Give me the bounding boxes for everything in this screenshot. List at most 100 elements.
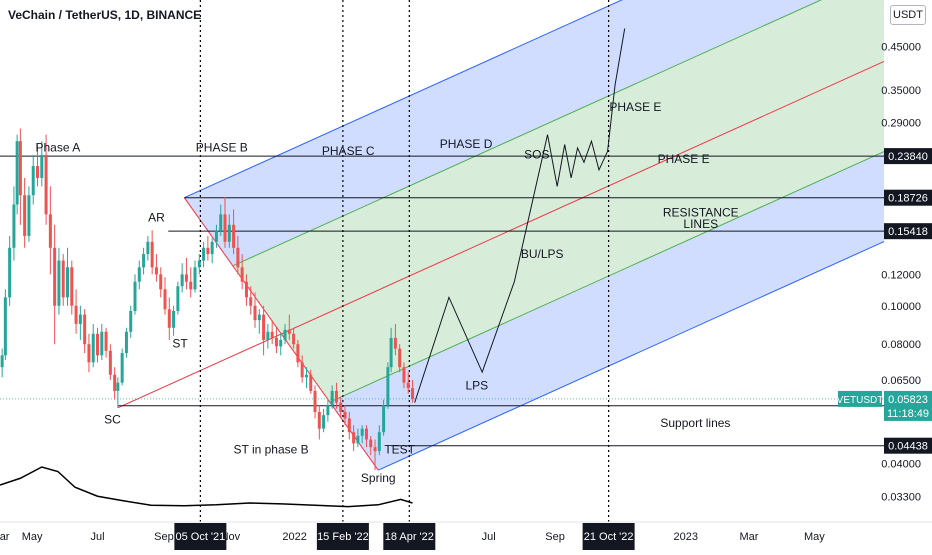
- candle-body: [100, 331, 104, 356]
- candle-body: [236, 247, 240, 268]
- median-line: [117, 61, 885, 409]
- channel-lower-inner-line: [329, 151, 885, 403]
- candle-body: [159, 274, 163, 290]
- x-tick-label: 2023: [674, 531, 698, 543]
- candle-body: [262, 314, 266, 340]
- candle-body: [116, 382, 120, 391]
- date-marker-badge: [383, 523, 436, 550]
- y-tick-label: 0.29000: [881, 117, 921, 129]
- annotation-label: PHASE B: [196, 140, 248, 154]
- candle-body: [44, 154, 48, 215]
- candle-body: [326, 405, 330, 416]
- candle-body: [57, 260, 61, 306]
- x-tick-label: Jul: [482, 531, 496, 543]
- candle-body: [219, 214, 223, 231]
- candle-body: [364, 428, 368, 440]
- time-axis[interactable]: MarMayJulSepNov2022JulSep2023MarMay05 Oc…: [0, 521, 932, 550]
- candle-body: [91, 333, 95, 363]
- currency-button[interactable]: USDT: [890, 5, 926, 25]
- y-tick-label: 0.45000: [881, 42, 921, 54]
- candle-body: [113, 374, 117, 391]
- candle-body: [70, 267, 74, 306]
- candle-body: [108, 350, 112, 375]
- date-marker-label: 05 Oct '21: [175, 531, 225, 543]
- projection-path: [414, 28, 626, 403]
- candle-body: [313, 390, 317, 412]
- countdown-label: 11:18:49: [887, 408, 929, 420]
- candle-body: [120, 353, 124, 383]
- candle-body: [373, 447, 377, 452]
- candle-body: [343, 411, 347, 419]
- candle-body: [210, 241, 214, 255]
- candle-body: [53, 247, 57, 306]
- y-tick-label: 0.04000: [881, 459, 921, 471]
- candle-body: [154, 267, 158, 275]
- candle-body: [257, 314, 261, 321]
- candle-body: [356, 435, 360, 444]
- candle-body: [36, 166, 40, 178]
- candle-body: [240, 267, 244, 282]
- projection-layer: [414, 28, 626, 403]
- candle-body: [129, 311, 133, 332]
- current-price-label: 0.05823: [888, 394, 928, 406]
- channel-upper-band: [184, 0, 821, 266]
- y-tick-label: 0.08000: [881, 339, 921, 351]
- candle-body: [8, 247, 12, 298]
- candle-body: [40, 154, 44, 178]
- x-tick-label: Sep: [545, 531, 565, 543]
- annotation-label: ST: [172, 336, 188, 350]
- candle-body: [253, 305, 257, 321]
- annotation-label: PHASE D: [440, 137, 493, 151]
- candle-body: [398, 348, 402, 368]
- channel-middle-band: [232, 0, 884, 403]
- annotation-label: Spring: [361, 471, 396, 485]
- annotation-label: SC: [104, 412, 121, 426]
- candle-body: [411, 388, 415, 400]
- date-marker-badge: [582, 523, 635, 550]
- date-marker-badge: [316, 523, 369, 550]
- price-axis[interactable]: 0.45000 0.35000 0.29000 0.12000 0.10000 0.080…: [837, 0, 932, 550]
- candle-body: [266, 331, 270, 340]
- annotation-label: SOS: [524, 148, 549, 162]
- annotation-label: Phase A: [36, 140, 81, 154]
- candle-body: [61, 260, 65, 298]
- candle-body: [15, 141, 19, 205]
- candle-body: [133, 281, 137, 312]
- candle-body: [87, 344, 91, 363]
- candle-body: [48, 214, 52, 248]
- x-tick-label: Sep: [154, 531, 174, 543]
- candle-body: [163, 289, 167, 310]
- y-tick-label: 0.35000: [881, 85, 921, 97]
- candle-body: [193, 267, 197, 290]
- annotation-label: PHASE E: [609, 100, 661, 114]
- time-axis-bg: [0, 522, 932, 550]
- candle-body: [146, 241, 150, 255]
- y-tick-label: 0.12000: [881, 269, 921, 281]
- date-marker-label: 15 Feb '22: [317, 531, 369, 543]
- candle-body: [300, 362, 304, 378]
- candle-body: [197, 260, 201, 268]
- candle-body: [347, 418, 351, 433]
- candle-body: [176, 286, 180, 312]
- candle-body: [31, 166, 35, 196]
- price-level-label: 0.15418: [888, 226, 928, 238]
- candle-body: [274, 337, 278, 347]
- candle-body: [330, 390, 334, 406]
- symbol-badge: [838, 390, 882, 407]
- x-tick-label: Mar: [0, 531, 10, 543]
- candle-body: [167, 309, 171, 328]
- candle-body: [406, 382, 410, 389]
- candle-body: [309, 374, 313, 391]
- annotations-layer: Phase A PHASE B PHASE C PHASE D SOS PHASE E PH…: [36, 100, 739, 485]
- candle-body: [206, 247, 210, 255]
- candle-body: [244, 281, 248, 298]
- candle-body: [23, 195, 27, 236]
- candle-body: [18, 141, 22, 196]
- candle-body: [27, 195, 31, 236]
- candle-body: [172, 311, 176, 328]
- y-tick-label: 0.03300: [881, 492, 921, 504]
- annotation-label: PHASE E: [658, 152, 710, 166]
- candle-body: [279, 339, 283, 347]
